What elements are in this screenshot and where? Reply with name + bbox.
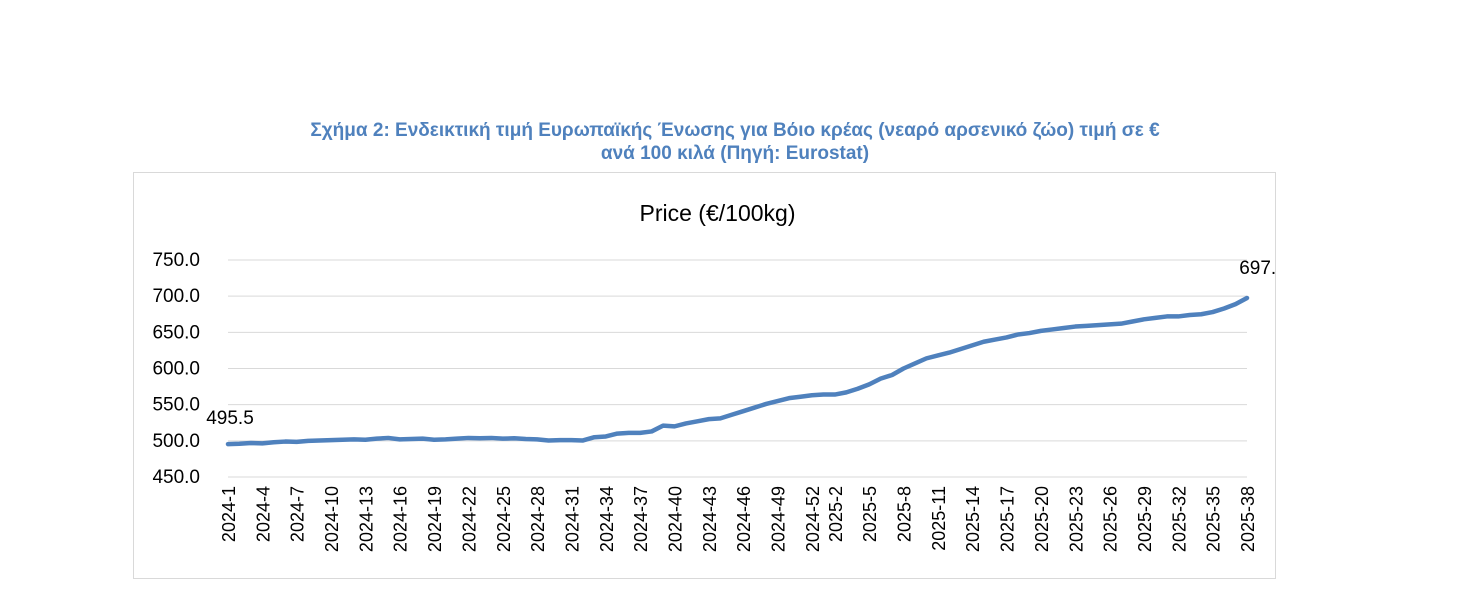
y-tick-label: 550.0 [152,395,200,416]
series-line [225,295,1250,447]
y-tick-label: 650.0 [152,322,200,343]
x-tick-label: 2025-35 [1204,486,1224,552]
x-tick-label: 2024-25 [494,486,514,552]
x-tick-label: 2025-17 [998,486,1018,552]
data-label: 697.5 [1239,258,1277,279]
x-tick-label: 2025-26 [1101,486,1121,552]
x-tick-label: 2024-37 [631,486,651,552]
chart-frame: Price (€/100kg) 450.0 500.0 550.0 600.0 650.0… [133,172,1277,579]
data-label: 495.5 [206,408,254,429]
x-tick-label: 2025-11 [929,486,949,551]
x-tick-label: 2025-23 [1066,486,1086,552]
figure-caption: Σχήμα 2: Ενδεικτική τιμή Ευρωπαϊκής Ένωσ… [180,119,1290,165]
x-tick-label: 2025-5 [860,486,880,542]
x-tick-label: 2024-13 [356,486,376,552]
x-tick-label: 2024-43 [700,486,720,552]
y-tick-label: 450.0 [152,467,200,488]
x-tick-label: 2024-22 [459,486,479,552]
x-tick-label: 2024-31 [562,486,582,552]
x-tick-label: 2024-40 [666,486,686,552]
x-tick-label: 2024-19 [425,486,445,552]
x-tick-label: 2024-10 [322,486,342,552]
x-tick-label: 2024-16 [391,486,411,552]
x-tick-label: 2024-52 [803,486,823,552]
x-tick-label: 2024-4 [253,486,273,542]
figure-caption-line-2: ανά 100 κιλά (Πηγή: Eurostat) [600,143,870,164]
x-tick-label: 2024-1 [219,486,239,542]
line-chart: Price (€/100kg) 450.0 500.0 550.0 600.0 650.0… [152,200,1277,552]
x-tick-label: 2025-29 [1135,486,1155,552]
x-tick-label: 2025-32 [1169,486,1189,552]
x-tick-label: 2024-28 [528,486,548,552]
chart-title: Price (€/100kg) [640,200,796,226]
figure-caption-line-1: Σχήμα 2: Ενδεικτική τιμή Ευρωπαϊκής Ένωσ… [310,120,1160,141]
y-tick-label: 500.0 [152,431,200,452]
y-tick-label: 600.0 [152,359,200,380]
x-tick-label: 2024-46 [734,486,754,552]
x-tick-label: 2024-34 [597,486,617,552]
x-tick-label: 2025-8 [895,486,915,542]
x-tick-label: 2025-20 [1032,486,1052,552]
x-tick-label: 2024-49 [769,486,789,552]
y-tick-label: 700.0 [152,286,200,307]
x-tick-label: 2024-7 [288,486,308,542]
x-tick-label: 2025-2 [826,486,846,542]
y-tick-label: 750.0 [152,250,200,271]
x-tick-label: 2025-38 [1238,486,1258,552]
x-tick-label: 2025-14 [963,486,983,552]
